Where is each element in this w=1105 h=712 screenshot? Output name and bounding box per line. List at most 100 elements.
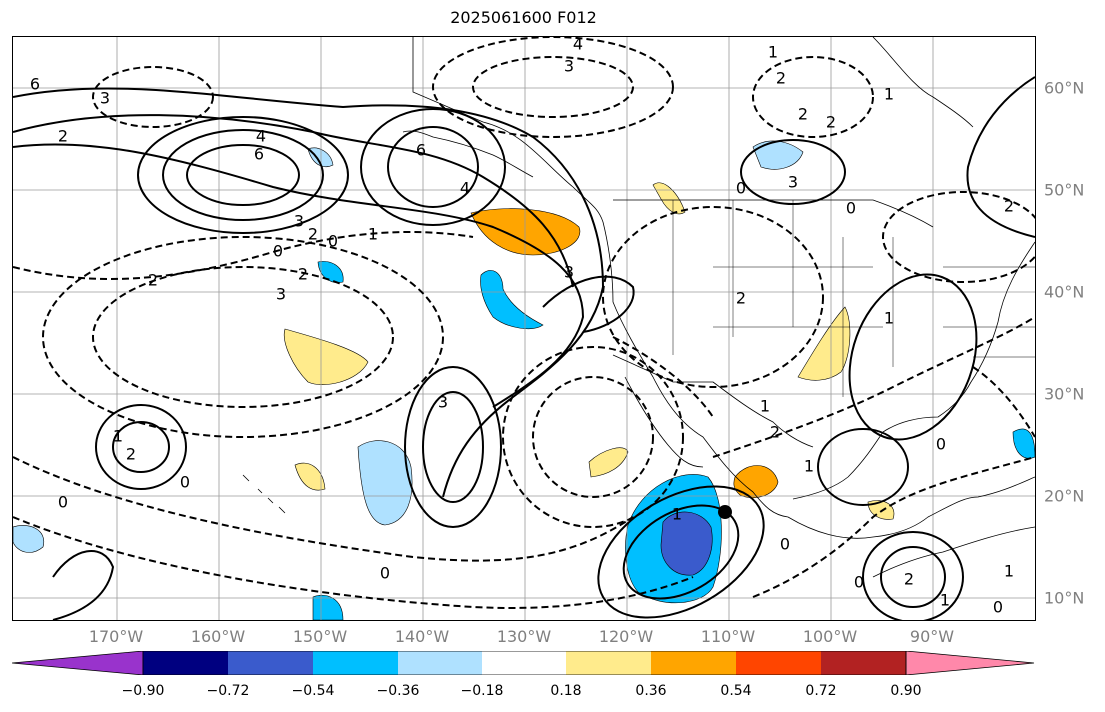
- shade-negative-south: [312, 594, 344, 620]
- contour-label: 2: [58, 127, 68, 146]
- colorbar-segment: [566, 651, 651, 675]
- longitude-label: 110°W: [700, 627, 756, 646]
- shade-positive-rockies: [652, 182, 686, 215]
- colorbar-tick-label: 0.72: [805, 683, 837, 699]
- shade-positive-centralpac: [294, 462, 326, 491]
- contour-label: 6: [30, 75, 40, 94]
- latitude-label: 20°N: [1044, 486, 1085, 506]
- contour-label: 6: [254, 145, 264, 164]
- colorbar-extend-max: [905, 651, 1035, 675]
- colorbar-segment: [482, 651, 566, 675]
- colorbar-segment: [398, 651, 482, 675]
- shade-negative-east-pacific-inner: [660, 511, 713, 576]
- contour-label: 3: [276, 285, 286, 304]
- colorbar-segment: [736, 651, 821, 675]
- contour-label: 0: [846, 199, 856, 218]
- islands-hawaii: [242, 474, 286, 514]
- colorbar-tick-label: −0.54: [291, 683, 335, 699]
- contour-labels: 4 3 1 2 2 2 1 6 3 2 4 6 6 4 3 2 0 0 1 2 …: [30, 37, 1014, 617]
- contour-label: 2: [298, 265, 308, 284]
- contour-label: 1: [368, 225, 378, 244]
- longitude-label: 100°W: [802, 627, 858, 646]
- contour-label: 1: [884, 309, 894, 328]
- colorbar-tick-label: 0.90: [890, 683, 922, 699]
- longitude-label: 120°W: [598, 627, 654, 646]
- latitude-label: 40°N: [1044, 282, 1085, 302]
- coast-alaska-canada: [412, 37, 1035, 539]
- colorbar-tick-label: 0.54: [720, 683, 752, 699]
- coastlines: [242, 37, 1035, 578]
- longitude-label: 150°W: [292, 627, 348, 646]
- contour-label: 2: [126, 445, 136, 464]
- contour-label: 0: [180, 473, 190, 492]
- colorbar-tick-label: 0.18: [550, 683, 582, 699]
- contour-label: 1: [113, 427, 123, 446]
- colorbar-tick-label: 0.36: [635, 683, 667, 699]
- contour-label: 4: [460, 179, 470, 198]
- shade-negative-southwest: [13, 525, 45, 553]
- contour-label: 2: [736, 289, 746, 308]
- longitude-label: 170°W: [88, 627, 144, 646]
- contour-label: 1: [1004, 562, 1014, 581]
- border-us-mexico: [612, 354, 814, 448]
- latitude-label: 60°N: [1044, 78, 1085, 98]
- longitude-label: 130°W: [496, 627, 552, 646]
- contour-label: 0: [736, 179, 746, 198]
- map-panel: 4 3 1 2 2 2 1 6 3 2 4 6 6 4 3 2 0 0 1 2 …: [12, 36, 1036, 621]
- shade-negative-dateline: [317, 261, 344, 283]
- contour-label: 0: [380, 564, 390, 583]
- coast-aleutians: [402, 130, 534, 178]
- shade-negative-hawaii: [357, 440, 413, 526]
- contour-label: 0: [993, 598, 1003, 617]
- contour-label: 2: [904, 570, 914, 589]
- latitude-label: 30°N: [1044, 384, 1085, 404]
- shade-positive-plains: [797, 306, 851, 381]
- shade-positive-mexico: [733, 465, 779, 499]
- contour-label: 1: [804, 457, 814, 476]
- longitude-label: 160°W: [190, 627, 246, 646]
- contour-label: 2: [776, 69, 786, 88]
- contour-label: 3: [788, 173, 798, 192]
- colorbar-tick-label: −0.36: [376, 683, 420, 699]
- shade-negative-canada: [752, 140, 804, 170]
- colorbar-tick-label: −0.90: [121, 683, 165, 699]
- contour-label: 0: [328, 232, 338, 251]
- shade-negative-northpac: [307, 147, 334, 168]
- negative-contours: [13, 37, 1035, 609]
- contour-label: 6: [416, 141, 426, 160]
- contour-label: 2: [308, 225, 318, 244]
- positive-contours: [13, 76, 1035, 620]
- contour-label: 1: [672, 505, 682, 524]
- contour-label: 2: [798, 105, 808, 124]
- colorbar-tick-label: −0.18: [460, 683, 504, 699]
- contour-label: 3: [294, 212, 304, 231]
- coast-gulf: [792, 431, 884, 500]
- contour-label: 2: [1004, 197, 1014, 216]
- colorbar-segment: [228, 651, 313, 675]
- colorbar: [12, 651, 1035, 675]
- colorbar-segment: [313, 651, 398, 675]
- longitude-label: 90°W: [909, 627, 955, 646]
- storm-marker-icon: [718, 505, 732, 519]
- latitude-label: 50°N: [1044, 180, 1085, 200]
- shade-positive-midpacific: [283, 328, 369, 385]
- colorbar-extend-min: [12, 651, 144, 675]
- contour-label: 4: [256, 127, 266, 146]
- shade-positive-baja: [588, 447, 629, 478]
- contour-label: 3: [438, 393, 448, 412]
- colorbar-segment: [821, 651, 906, 675]
- contour-label: 4: [573, 37, 583, 54]
- colorbar-tick-label: −0.72: [206, 683, 250, 699]
- coast-caribbean: [872, 526, 1035, 578]
- contour-label: 1: [768, 43, 778, 62]
- contour-label: 2: [770, 423, 780, 442]
- border-us-canada: [613, 199, 934, 228]
- coast-us-east: [882, 241, 1035, 433]
- contour-label: 3: [564, 263, 574, 282]
- shade-positive-gulf-alaska: [470, 208, 581, 256]
- colorbar-segment: [143, 651, 228, 675]
- contour-label: 1: [760, 397, 770, 416]
- contour-label: 0: [58, 493, 68, 512]
- contour-label: 0: [854, 573, 864, 592]
- contour-label: 1: [884, 85, 894, 104]
